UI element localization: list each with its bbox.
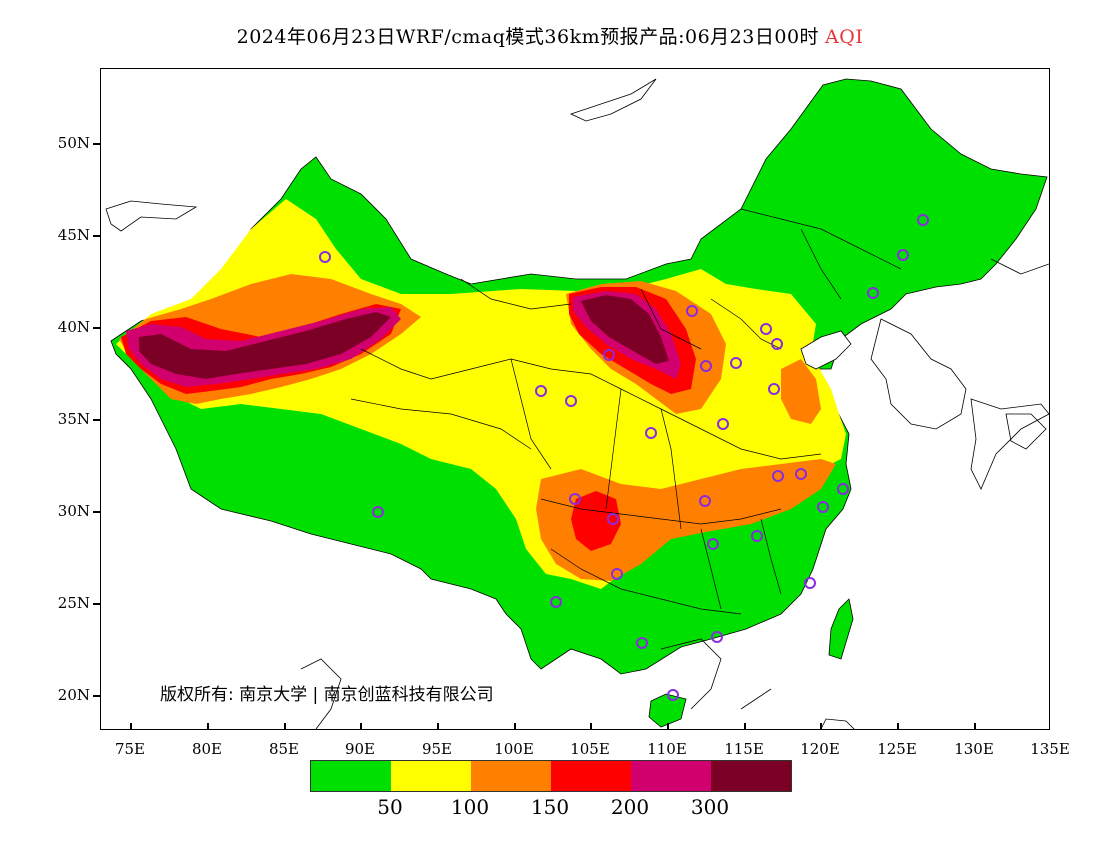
aqi-legend — [310, 760, 792, 792]
station-marker — [867, 287, 879, 299]
station-marker — [730, 357, 742, 369]
station-marker — [772, 470, 784, 482]
legend-swatch — [711, 761, 791, 791]
x-tick-mark — [284, 723, 286, 730]
hainan-island — [648, 693, 687, 728]
station-marker — [804, 577, 816, 589]
station-marker — [817, 501, 829, 513]
legend-swatch — [631, 761, 711, 791]
station-marker — [751, 530, 763, 542]
x-tick-label: 75E — [114, 740, 146, 758]
aqi-map — [105, 78, 1049, 729]
station-marker — [897, 249, 909, 261]
station-marker — [686, 305, 698, 317]
y-tick-label: 40N — [57, 318, 90, 336]
station-marker — [569, 493, 581, 505]
copyright-notice: 版权所有: 南京大学 | 南京创蓝科技有限公司 — [160, 685, 494, 705]
station-marker — [372, 506, 384, 518]
y-tick-label: 30N — [57, 502, 90, 520]
x-tick-label: 85E — [268, 740, 300, 758]
legend-swatch — [311, 761, 391, 791]
station-marker — [699, 495, 711, 507]
legend-swatch — [551, 761, 631, 791]
taiwan-island — [828, 598, 854, 660]
title-variable: AQI — [825, 26, 864, 48]
x-tick-mark — [130, 723, 132, 730]
station-marker — [603, 349, 615, 361]
legend-label: 300 — [690, 795, 730, 819]
station-marker — [636, 637, 648, 649]
x-tick-mark — [207, 723, 209, 730]
x-tick-mark — [360, 723, 362, 730]
legend-label: 100 — [450, 795, 490, 819]
x-tick-mark — [820, 723, 822, 730]
x-tick-label: 110E — [647, 740, 687, 758]
station-marker — [768, 383, 780, 395]
station-marker — [917, 214, 929, 226]
legend-label: 50 — [377, 795, 403, 819]
station-marker — [760, 323, 772, 335]
aqi-region-maroon-north — [581, 295, 669, 364]
monitoring-stations — [319, 214, 929, 701]
station-marker — [611, 568, 623, 580]
x-tick-label: 90E — [344, 740, 376, 758]
x-tick-mark — [974, 723, 976, 730]
x-tick-label: 120E — [800, 740, 840, 758]
aqi-region-orange-central — [536, 459, 836, 581]
x-tick-mark — [744, 723, 746, 730]
title-main: 2024年06月23日WRF/cmaq模式36km预报产品:06月23日00时 — [236, 26, 820, 48]
map-title: 2024年06月23日WRF/cmaq模式36km预报产品:06月23日00时 A… — [0, 22, 1100, 49]
y-tick-mark — [93, 419, 100, 421]
y-tick-label: 25N — [57, 594, 90, 612]
station-marker — [837, 483, 849, 495]
bohai-sea — [800, 330, 852, 370]
y-tick-mark — [93, 695, 100, 697]
legend-label: 150 — [530, 795, 570, 819]
x-tick-mark — [590, 723, 592, 730]
x-tick-mark — [897, 723, 899, 730]
x-tick-label: 125E — [877, 740, 917, 758]
station-marker — [645, 427, 657, 439]
y-tick-label: 45N — [57, 226, 90, 244]
y-tick-mark — [93, 603, 100, 605]
aqi-region-red-central — [571, 491, 621, 551]
x-tick-label: 115E — [724, 740, 764, 758]
y-tick-label: 35N — [57, 410, 90, 428]
station-marker — [607, 513, 619, 525]
station-marker — [535, 385, 547, 397]
x-tick-mark — [514, 723, 516, 730]
x-tick-label: 80E — [191, 740, 223, 758]
station-marker — [795, 468, 807, 480]
y-tick-mark — [93, 143, 100, 145]
neighbor-coastlines — [105, 78, 1049, 729]
map-panel — [100, 68, 1050, 730]
legend-label: 200 — [610, 795, 650, 819]
station-marker — [771, 338, 783, 350]
x-tick-label: 130E — [954, 740, 994, 758]
station-marker — [667, 689, 679, 701]
station-marker — [707, 538, 719, 550]
x-tick-label: 135E — [1030, 740, 1070, 758]
y-tick-label: 20N — [57, 686, 90, 704]
station-marker — [711, 631, 723, 643]
station-marker — [700, 360, 712, 372]
y-tick-mark — [93, 511, 100, 513]
x-tick-mark — [437, 723, 439, 730]
station-marker — [565, 395, 577, 407]
y-tick-mark — [93, 327, 100, 329]
x-tick-label: 105E — [570, 740, 610, 758]
legend-swatch — [471, 761, 551, 791]
legend-swatch — [391, 761, 471, 791]
x-tick-label: 95E — [421, 740, 453, 758]
station-marker — [717, 418, 729, 430]
station-marker — [550, 596, 562, 608]
province-boundaries — [350, 208, 902, 615]
aqi-region-maroon-west — [139, 312, 391, 379]
x-tick-label: 100E — [494, 740, 534, 758]
x-tick-mark — [667, 723, 669, 730]
station-marker — [319, 251, 331, 263]
aqi-region-orange-east — [781, 359, 821, 424]
y-tick-label: 50N — [57, 134, 90, 152]
y-tick-mark — [93, 235, 100, 237]
